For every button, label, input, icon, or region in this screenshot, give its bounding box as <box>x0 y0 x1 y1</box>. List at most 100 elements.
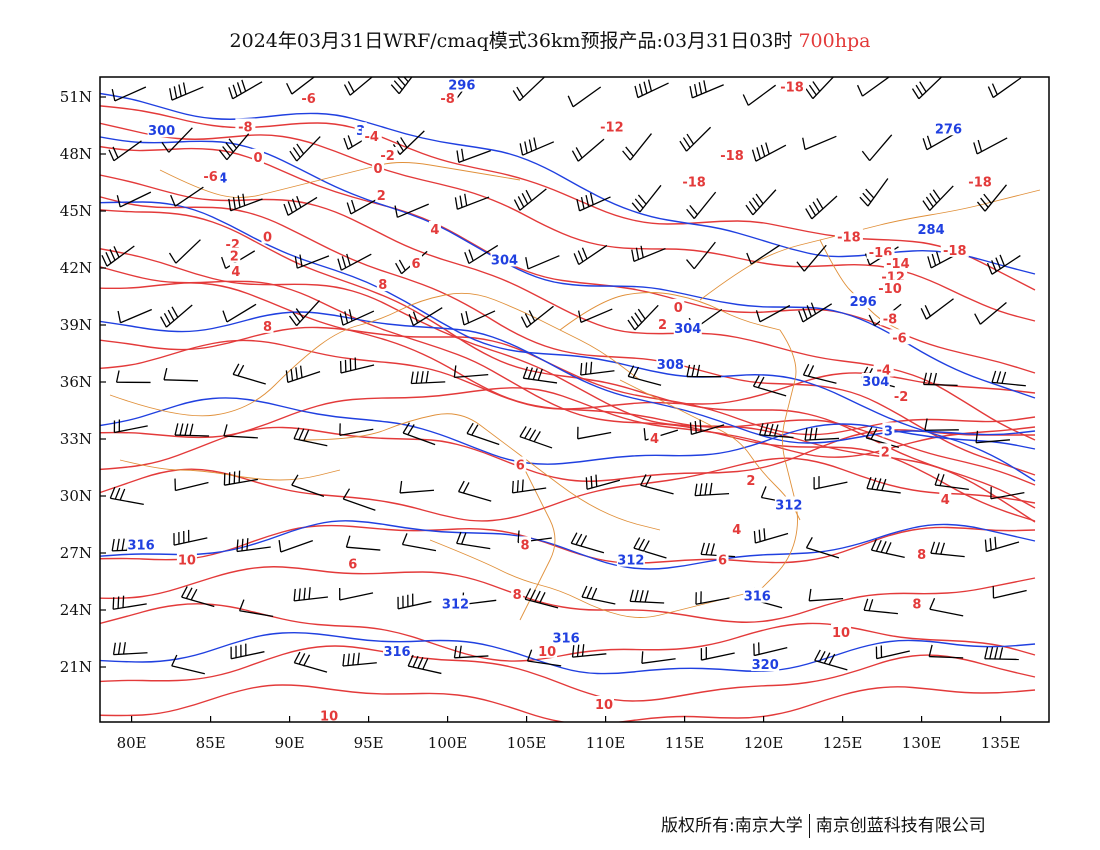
wind-barb <box>224 478 259 486</box>
wind-barb-feather <box>983 193 992 204</box>
wind-barb-feather <box>453 365 457 378</box>
wind-barb-feather <box>342 488 351 500</box>
wind-barb <box>291 484 325 497</box>
y-tick-label: 30N <box>60 487 92 505</box>
temperature-contour-label-bg <box>876 279 904 295</box>
wind-barb <box>456 542 491 550</box>
temperature-contour-label-bg <box>834 228 863 244</box>
wind-barb <box>468 244 499 265</box>
wind-barb <box>804 135 837 151</box>
wind-barb-feather <box>292 147 301 158</box>
wind-barb-feather <box>111 538 115 551</box>
wind-barb-feather <box>930 541 936 554</box>
wind-barb <box>400 489 435 494</box>
temperature-contour-label-bg <box>376 276 389 292</box>
wind-barb-feather <box>468 249 474 262</box>
wind-barb-feather <box>293 427 300 439</box>
boundary-line <box>429 539 761 618</box>
wind-barb-feather <box>700 542 705 555</box>
height-contour-label-bg <box>673 319 702 335</box>
wind-barb <box>232 373 266 385</box>
wind-barb-feather <box>288 315 298 327</box>
wind-barb <box>747 84 777 106</box>
temperature-contour-label: 6 <box>411 257 420 272</box>
temperature-contour-label-bg <box>672 298 685 314</box>
wind-barb-feather <box>278 540 282 553</box>
wind-barb-feather <box>408 314 414 326</box>
temperature-contour-label-bg <box>222 236 243 252</box>
wind-barb-feather <box>755 310 761 323</box>
wind-barb <box>871 549 905 559</box>
wind-barb-feather <box>758 529 761 542</box>
wind-barb <box>171 86 204 101</box>
wind-barb-feather <box>344 311 349 324</box>
wind-barb <box>398 600 432 610</box>
wind-barb-feather <box>112 642 116 655</box>
height-contour-label-bg <box>147 122 176 138</box>
wind-barb <box>291 77 316 95</box>
y-tick-label: 24N <box>60 601 92 619</box>
temperature-contour <box>100 105 1036 291</box>
wind-barb-feather <box>805 208 813 220</box>
wind-barb-feather <box>991 260 997 272</box>
wind-barb-feather <box>989 538 992 551</box>
height-contour-label-bg <box>774 496 803 512</box>
wind-barb <box>175 434 210 437</box>
wind-barb <box>629 133 652 161</box>
temperature-contour <box>100 524 1036 564</box>
temperature-contour-label-bg <box>891 388 912 404</box>
wind-barb-feather <box>746 252 752 265</box>
wind-barb-feather <box>298 588 301 601</box>
wind-barb-feather <box>577 250 584 262</box>
wind-barb-feather <box>352 653 355 666</box>
wind-barb-feather <box>174 423 179 436</box>
temperature-contour-label-bg <box>261 228 274 244</box>
wind-barb-feather <box>805 536 813 549</box>
y-tick-label: 45N <box>60 202 92 220</box>
wind-barb-feather <box>818 650 826 663</box>
wind-barb-feather <box>871 477 877 490</box>
wind-barb-feather <box>939 474 945 486</box>
wind-barb <box>979 301 1007 325</box>
wind-barb-feather <box>464 193 468 206</box>
wind-barb-feather <box>539 591 546 604</box>
height-contour-label-bg <box>383 642 412 658</box>
wind-barb-feather <box>524 313 532 325</box>
temperature-contour-label: 2 <box>746 474 755 489</box>
wind-barb-feather <box>357 652 360 665</box>
wind-barb-feather <box>293 588 296 601</box>
temperature-contour <box>100 387 1036 458</box>
wind-barb-feather <box>348 309 353 322</box>
temperature-contour-label: 8 <box>378 278 387 293</box>
temperature-contour-label-bg <box>346 555 359 571</box>
wind-barb-feather <box>395 262 403 275</box>
wind-barb-feather <box>580 535 588 547</box>
wind-barb <box>755 144 787 162</box>
wind-barb-feather <box>924 305 931 317</box>
wind-barb-feather <box>116 538 120 551</box>
height-contour-label: 312 <box>442 597 469 612</box>
wind-barb <box>411 381 446 385</box>
wind-barb <box>926 132 957 151</box>
height-contour-label-bg <box>616 551 645 567</box>
wind-barb <box>399 130 425 155</box>
wind-barb <box>397 203 429 218</box>
wind-barb-feather <box>928 644 933 657</box>
wind-barb-feather <box>168 252 177 264</box>
height-contour-label: 296 <box>448 79 475 94</box>
wind-barb-feather <box>634 589 639 602</box>
wind-barb-feather <box>810 302 817 315</box>
wind-barb <box>640 484 674 495</box>
height-contour-label-bg <box>751 656 780 672</box>
wind-barb-feather <box>760 486 767 498</box>
wind-barb-feather <box>454 197 458 210</box>
wind-barb-feather <box>929 192 938 204</box>
wind-barb-feather <box>513 199 521 211</box>
wind-barb-feather <box>686 133 695 145</box>
temperature-contour-label-bg <box>744 471 757 487</box>
temperature-contour-label-bg <box>594 696 615 711</box>
wind-barb-feather <box>991 83 998 95</box>
wind-barb-feather <box>179 423 184 436</box>
wind-barb-feather <box>283 203 289 216</box>
wind-barb-feather <box>691 364 696 377</box>
